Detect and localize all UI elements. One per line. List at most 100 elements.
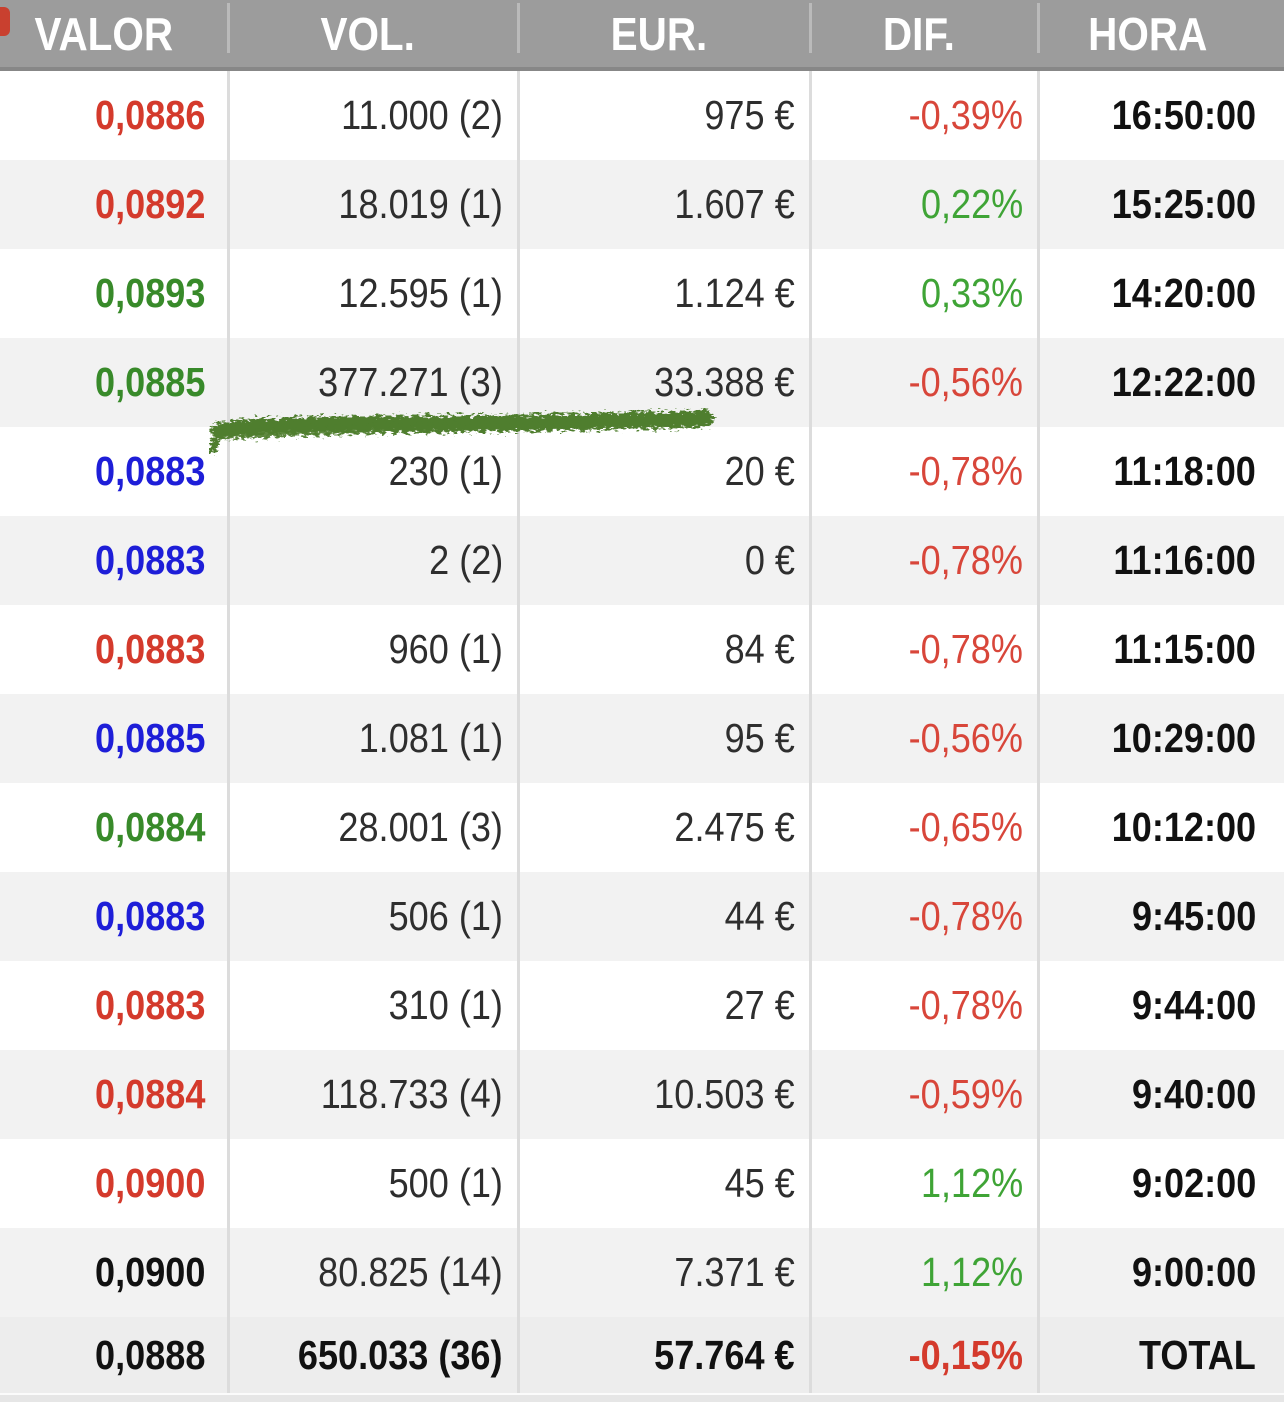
cell-eur: 44 € (520, 872, 812, 961)
cell-vol: 2 (2) (230, 516, 520, 605)
cell-hora: 9:00:00 (1131, 1249, 1256, 1295)
trade-row: 0,0892 18.019 (1) 1.607 €0,22% 15:25:00 (0, 160, 1284, 249)
cell-dif: -0,78% (812, 427, 1040, 516)
cell-eur: 2.475 € (520, 783, 812, 872)
cell-valor: 0,0885 (0, 338, 230, 427)
cell-valor: 0,0900 (0, 1228, 230, 1317)
cell-eur: 95 € (520, 694, 812, 783)
cell-eur: 7.371 € (520, 1228, 812, 1317)
trade-row: 0,0883 310 (1) 27 € -0,78% 9:44:00 (0, 961, 1284, 1050)
cell-dif: -0,56% (812, 338, 1040, 427)
cell-eur: 1.607 € (520, 160, 812, 249)
cell-dif: -0,59% (812, 1050, 1040, 1139)
cell-valor: 0,0884 (0, 1050, 230, 1139)
column-header-eur: EUR. (520, 0, 812, 67)
total-row: 0,0888 650.033 (36) 57.764 € -0,15% TOTAL (0, 1317, 1284, 1393)
trade-row: 0,0893 12.595 (1) 1.124 €0,33% 14:20:00 (0, 249, 1284, 338)
cell-dif: 1,12% (812, 1228, 1040, 1317)
trade-row: 0,0886 11.000 (2) 975 € -0,39% 16:50:00 (0, 71, 1284, 160)
cell-vol: 80.825 (14) (230, 1228, 520, 1317)
trade-row: 0,0885 377.271 (3) 33.388 € -0,56% 12:22:00 (0, 338, 1284, 427)
column-header-hora: HORA (1088, 7, 1208, 60)
cell-valor: 0,0900 (0, 1139, 230, 1228)
cell-eur: 84 € (520, 605, 812, 694)
cell-dif: -0,78% (812, 872, 1040, 961)
cell-hora: 11:18:00 (1113, 448, 1256, 494)
cell-valor: 0,0884 (0, 783, 230, 872)
table-header: VALOR VOL. EUR. DIF. HORA (0, 0, 1284, 71)
column-header-valor: VALOR (0, 0, 230, 67)
cell-eur: 45 € (520, 1139, 812, 1228)
cell-eur: 10.503 € (520, 1050, 812, 1139)
cell-vol: 377.271 (3) (230, 338, 520, 427)
cell-valor: 0,0886 (0, 71, 230, 160)
cell-dif: -0,78% (812, 605, 1040, 694)
cell-hora: 14:20:00 (1111, 270, 1256, 316)
cell-valor: 0,0883 (0, 516, 230, 605)
cell-dif: -0,56% (812, 694, 1040, 783)
trade-row: 0,0883 960 (1) 84 € -0,78% 11:15:00 (0, 605, 1284, 694)
cell-dif: -0,39% (812, 71, 1040, 160)
cell-hora: 9:44:00 (1131, 982, 1256, 1028)
cell-eur: 975 € (520, 71, 812, 160)
column-header-vol: VOL. (230, 0, 520, 67)
trade-row: 0,0884 118.733 (4) 10.503 € -0,59% 9:40:00 (0, 1050, 1284, 1139)
cell-hora: 16:50:00 (1111, 92, 1256, 138)
cell-vol: 310 (1) (230, 961, 520, 1050)
cell-vol: 230 (1) (230, 427, 520, 516)
cell-valor: 0,0883 (0, 427, 230, 516)
cell-valor: 0,0888 (0, 1317, 230, 1393)
cell-vol: 11.000 (2) (230, 71, 520, 160)
cell-valor: 0,0883 (0, 961, 230, 1050)
cell-hora: 15:25:00 (1111, 181, 1256, 227)
cell-hora: 10:12:00 (1111, 804, 1256, 850)
cell-vol: 18.019 (1) (230, 160, 520, 249)
trade-row: 0,0884 28.001 (3) 2.475 € -0,65% 10:12:00 (0, 783, 1284, 872)
cell-hora: 9:40:00 (1131, 1071, 1256, 1117)
cell-vol: 118.733 (4) (230, 1050, 520, 1139)
cell-hora: 11:15:00 (1113, 626, 1256, 672)
cell-vol: 12.595 (1) (230, 249, 520, 338)
left-edge-red-marker (0, 7, 10, 36)
cell-valor: 0,0892 (0, 160, 230, 249)
cell-dif: -0,78% (812, 516, 1040, 605)
cell-vol: 500 (1) (230, 1139, 520, 1228)
cell-eur: 33.388 € (520, 338, 812, 427)
table-bottom-border (0, 1393, 1284, 1402)
cell-eur: 1.124 € (520, 249, 812, 338)
cell-hora: 9:02:00 (1131, 1160, 1256, 1206)
cell-eur: 57.764 € (520, 1317, 812, 1393)
cell-valor: 0,0883 (0, 605, 230, 694)
cell-vol: 28.001 (3) (230, 783, 520, 872)
trade-row: 0,0883 230 (1) 20 € -0,78% 11:18:00 (0, 427, 1284, 516)
trade-row: 0,0885 1.081 (1) 95 € -0,56% 10:29:00 (0, 694, 1284, 783)
cell-eur: 20 € (520, 427, 812, 516)
cell-valor: 0,0893 (0, 249, 230, 338)
cell-dif: -0,65% (812, 783, 1040, 872)
trade-row: 0,0900 500 (1) 45 €1,12% 9:02:00 (0, 1139, 1284, 1228)
trade-row: 0,0883 506 (1) 44 € -0,78% 9:45:00 (0, 872, 1284, 961)
cell-hora: TOTAL (1139, 1331, 1256, 1378)
cell-dif: -0,15% (812, 1317, 1040, 1393)
cell-dif: -0,78% (812, 961, 1040, 1050)
cell-hora: 9:45:00 (1131, 893, 1256, 939)
cell-vol: 506 (1) (230, 872, 520, 961)
trade-row: 0,0900 80.825 (14) 7.371 €1,12% 9:00:00 (0, 1228, 1284, 1317)
column-header-dif: DIF. (812, 0, 1040, 67)
trade-row: 0,0883 2 (2) 0 € -0,78% 11:16:00 (0, 516, 1284, 605)
cell-dif: 0,22% (812, 160, 1040, 249)
cell-vol: 650.033 (36) (230, 1317, 520, 1393)
cell-dif: 1,12% (812, 1139, 1040, 1228)
cell-valor: 0,0885 (0, 694, 230, 783)
table-body: 0,0886 11.000 (2) 975 € -0,39% 16:50:00 0,089… (0, 71, 1284, 1317)
cell-dif: 0,33% (812, 249, 1040, 338)
cell-eur: 27 € (520, 961, 812, 1050)
cell-hora: 11:16:00 (1113, 537, 1256, 583)
cell-vol: 1.081 (1) (230, 694, 520, 783)
cell-hora: 12:22:00 (1111, 359, 1256, 405)
cell-valor: 0,0883 (0, 872, 230, 961)
cell-vol: 960 (1) (230, 605, 520, 694)
cell-hora: 10:29:00 (1111, 715, 1256, 761)
cell-eur: 0 € (520, 516, 812, 605)
